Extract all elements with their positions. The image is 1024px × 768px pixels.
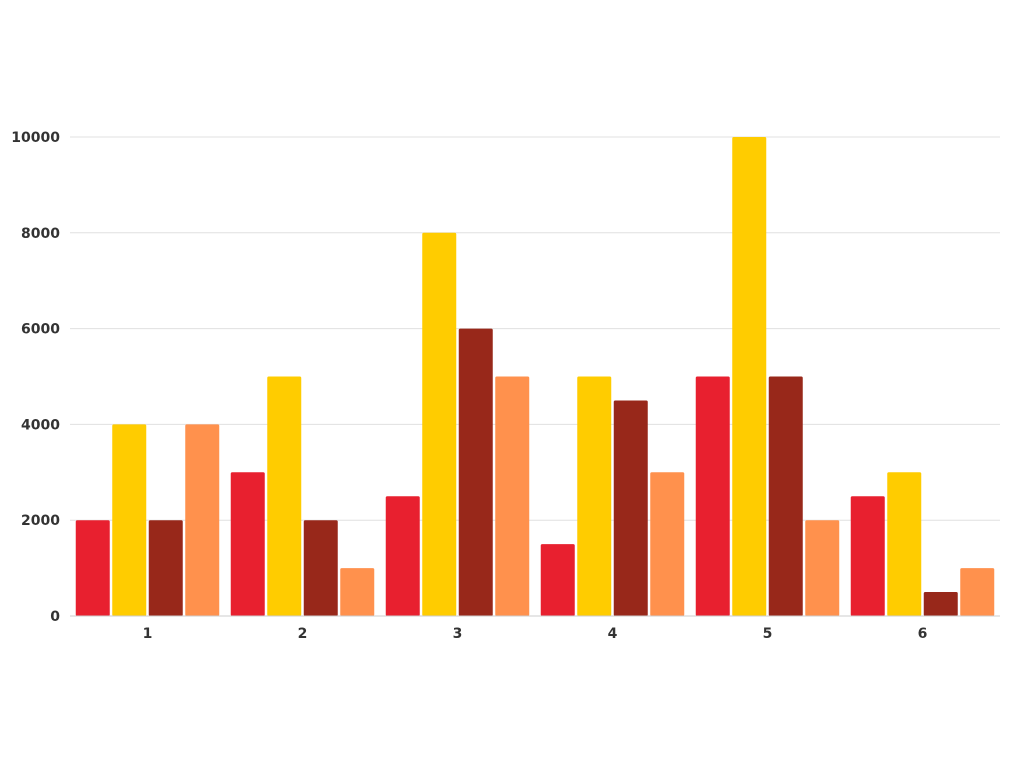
bar: [458, 328, 493, 616]
bar: [185, 424, 220, 616]
bar: [75, 520, 110, 616]
x-tick-label: 2: [298, 626, 308, 642]
bar: [577, 376, 612, 616]
bar: [732, 137, 767, 616]
bar: [850, 496, 885, 616]
y-tick-label: 10000: [11, 130, 60, 146]
bars: [75, 137, 995, 617]
y-tick-label: 2000: [21, 513, 60, 529]
bar: [495, 376, 530, 616]
bar: [540, 544, 575, 616]
bar: [112, 424, 147, 616]
y-axis-tick-labels: 0 2000 4000 6000 8000 10000: [11, 130, 60, 625]
bar: [385, 496, 420, 616]
bar: [230, 472, 265, 616]
bar: [768, 376, 803, 616]
y-tick-label: 8000: [21, 226, 60, 242]
x-tick-label: 6: [918, 626, 928, 642]
bar: [650, 472, 685, 616]
x-axis-tick-labels: 1 2 3 4 5 6: [143, 626, 928, 642]
y-tick-label: 6000: [21, 322, 60, 338]
bar: [695, 376, 730, 616]
bar: [613, 400, 648, 616]
bar: [422, 232, 457, 617]
x-tick-label: 1: [143, 626, 153, 642]
gridlines: [70, 136, 1000, 521]
x-tick-label: 3: [453, 626, 463, 642]
y-tick-label: 4000: [21, 417, 60, 433]
y-tick-label: 0: [50, 609, 60, 625]
bar: [303, 520, 338, 616]
x-tick-label: 4: [608, 626, 618, 642]
bar: [960, 568, 995, 616]
x-tick-label: 5: [763, 626, 773, 642]
bar: [267, 376, 302, 616]
bar: [805, 520, 840, 616]
bar: [887, 472, 922, 616]
bar: [923, 592, 958, 616]
bar: [340, 568, 375, 616]
bar: [148, 520, 183, 616]
